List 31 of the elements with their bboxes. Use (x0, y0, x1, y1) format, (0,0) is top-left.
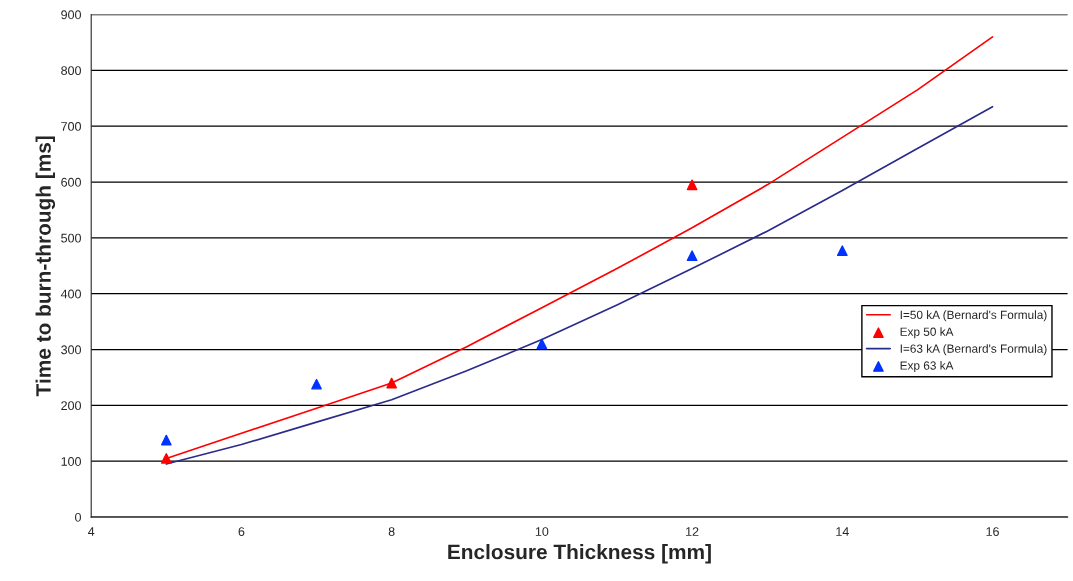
x-tick-label: 8 (388, 527, 395, 536)
point (160, 453, 172, 464)
y-tick-label: 0 (75, 512, 81, 522)
x-tick-label: 14 (836, 527, 849, 536)
y-axis-title: Time to burn-through [ms] (35, 136, 56, 397)
y-tick-label: 600 (61, 177, 81, 187)
x-tick-label: 4 (88, 527, 95, 536)
legend-label: Exp 50 kA (900, 327, 954, 339)
legend-label: Exp 63 kA (900, 361, 954, 373)
x-axis-title: Enclosure Thickness [mm] (448, 544, 711, 564)
y-tick-label: 100 (61, 457, 81, 466)
legend-label: I=63 kA (Bernard's Formula) (900, 344, 1047, 356)
x-tick-label: 10 (535, 527, 549, 536)
x-tick-label: 6 (238, 527, 245, 536)
y-tick-label: 800 (61, 66, 81, 76)
point (311, 378, 322, 390)
point (686, 179, 698, 191)
point (160, 434, 172, 446)
x-tick-label: 16 (986, 527, 999, 536)
point (386, 377, 397, 389)
y-tick-label: 400 (60, 289, 81, 299)
point (536, 338, 548, 350)
y-tick-label: 500 (61, 233, 81, 243)
y-tick-label: 900 (61, 10, 81, 20)
x-tick-label: 12 (686, 527, 699, 536)
legend-label: I=50 kA (Bernard's Formula) (900, 310, 1047, 322)
point (836, 245, 848, 257)
y-tick-label: 200 (61, 401, 81, 411)
y-tick-label: 700 (61, 122, 81, 131)
point (686, 250, 698, 262)
y-tick-label: 300 (61, 345, 81, 355)
